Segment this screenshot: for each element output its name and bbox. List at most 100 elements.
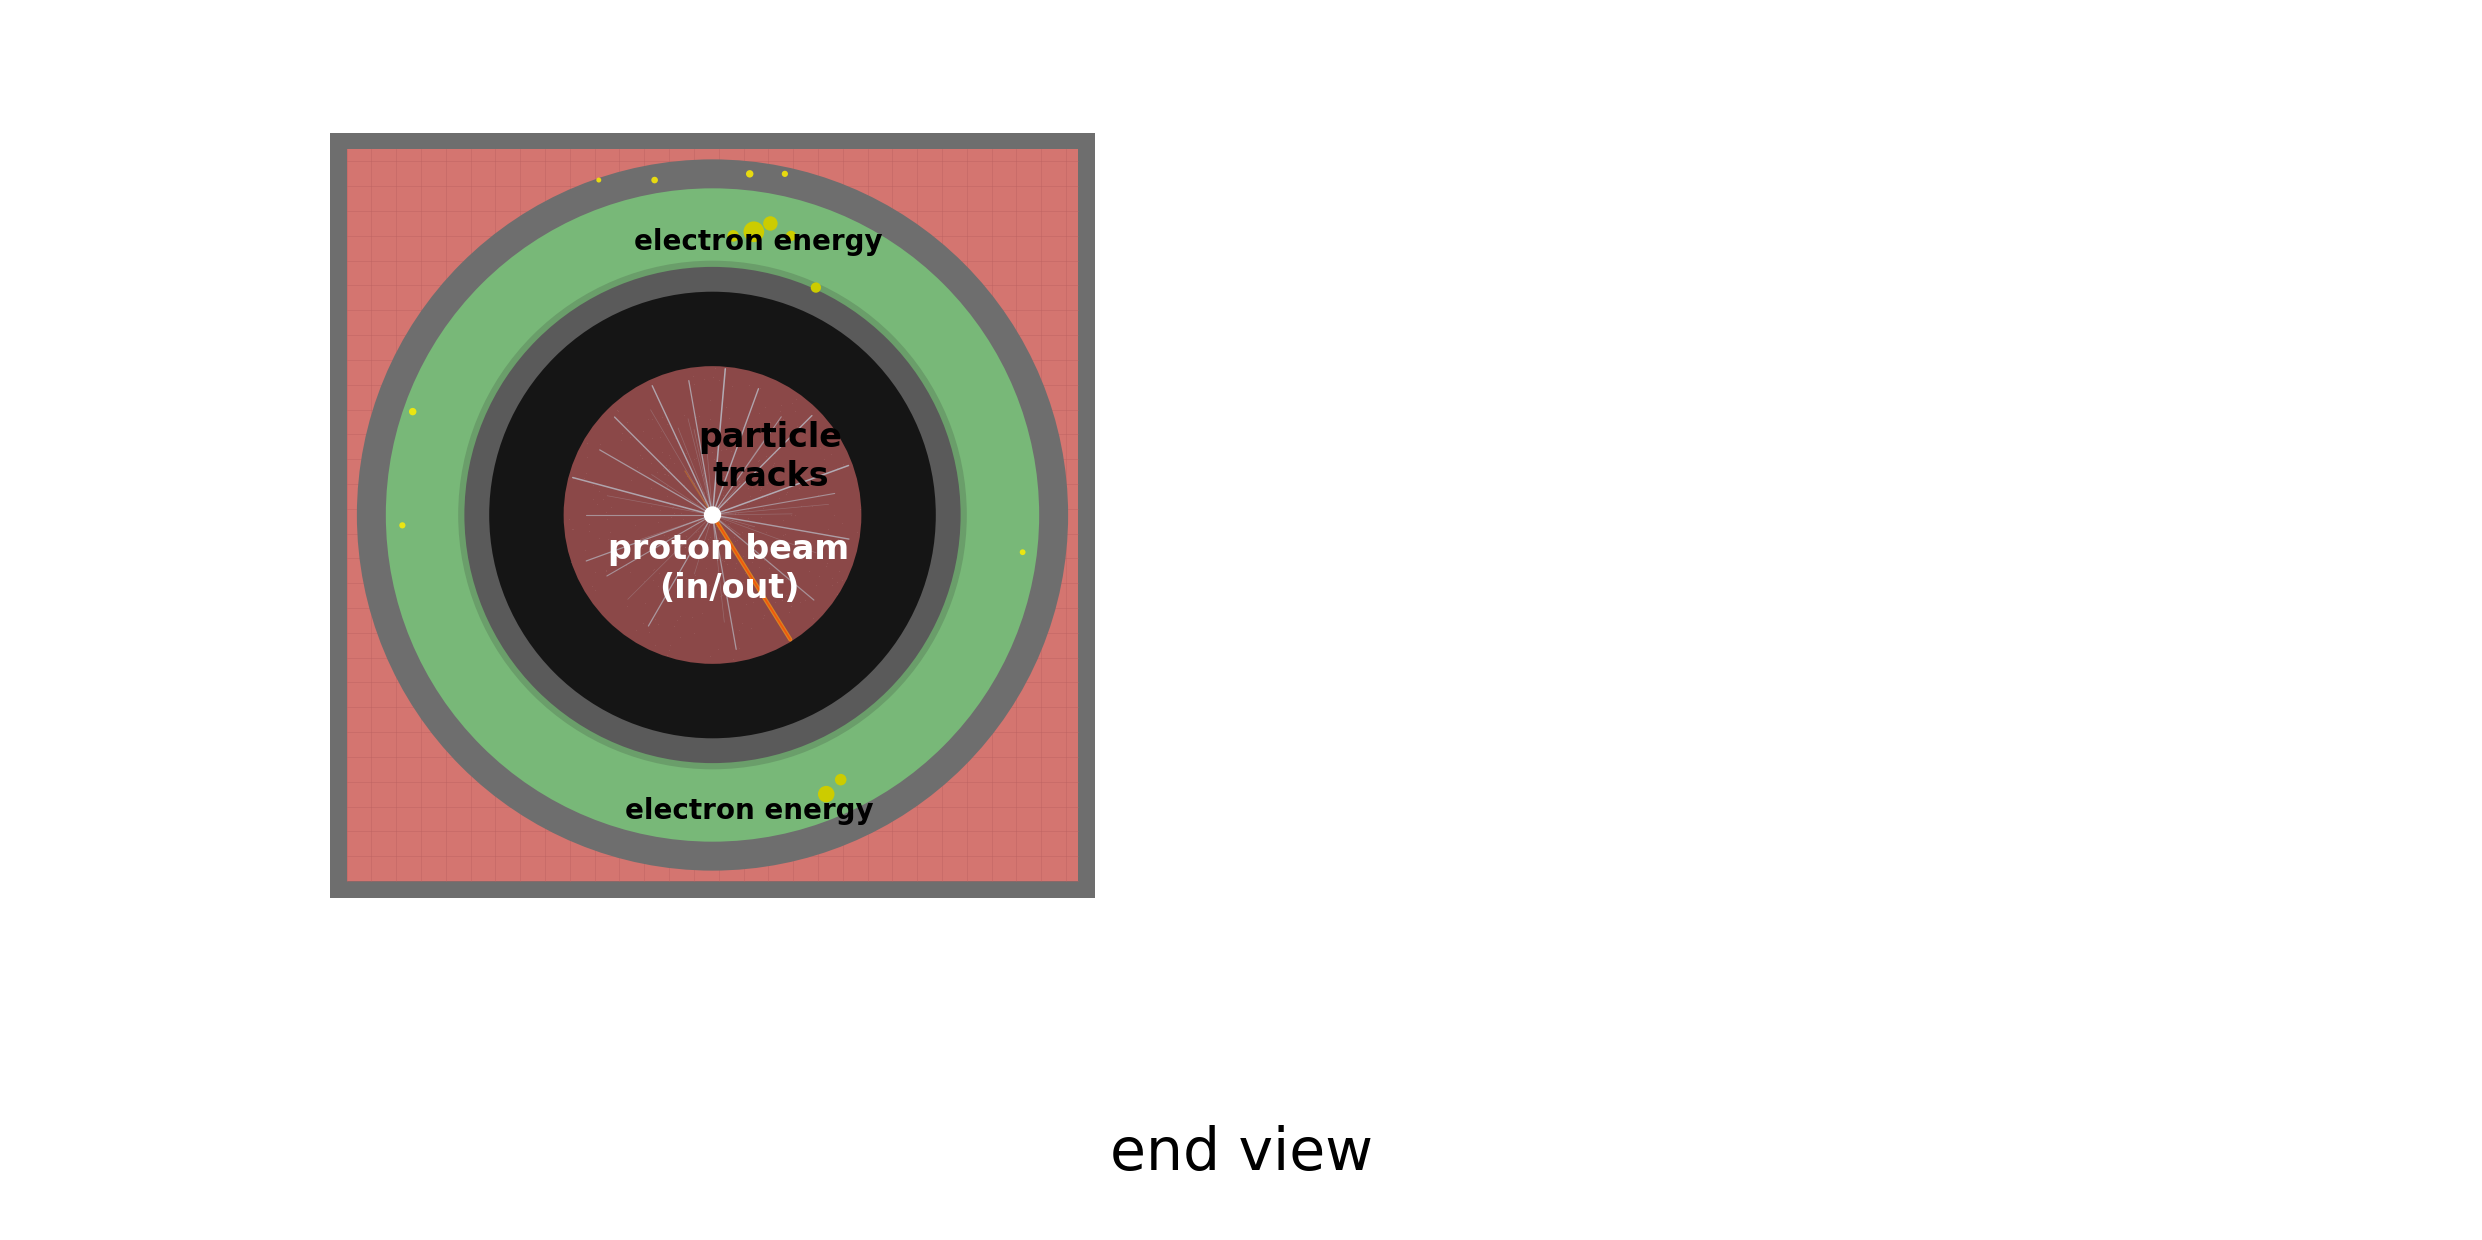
Point	[692, 505, 732, 525]
Point	[705, 472, 745, 492]
Point	[814, 460, 854, 480]
Point	[814, 505, 854, 525]
Point	[697, 639, 737, 658]
Point	[668, 466, 707, 486]
Point	[643, 529, 683, 549]
Point	[717, 511, 757, 531]
Point	[764, 525, 804, 544]
Point	[680, 497, 720, 517]
Circle shape	[1020, 549, 1025, 556]
Point	[702, 507, 742, 527]
Point	[685, 482, 725, 502]
Point	[759, 489, 799, 508]
Point	[675, 374, 715, 394]
Point	[665, 569, 705, 589]
Point	[715, 553, 755, 573]
Point	[712, 441, 752, 461]
Point	[645, 526, 685, 546]
Point	[715, 558, 755, 578]
Circle shape	[812, 283, 822, 293]
Point	[792, 496, 831, 516]
Point	[653, 507, 692, 527]
Point	[695, 512, 735, 532]
Point	[747, 446, 787, 466]
Point	[668, 583, 707, 603]
Point	[745, 551, 784, 570]
Point	[740, 403, 779, 423]
Point	[633, 409, 673, 429]
Point	[692, 506, 732, 526]
Point	[695, 515, 735, 534]
Point	[688, 507, 727, 527]
Point	[601, 430, 640, 450]
Circle shape	[459, 260, 968, 769]
Point	[782, 496, 822, 516]
Point	[678, 521, 717, 541]
Point	[688, 506, 727, 526]
Point	[608, 413, 648, 433]
Point	[745, 605, 784, 625]
Point	[730, 486, 769, 506]
Point	[752, 531, 792, 551]
Point	[695, 358, 735, 378]
Point	[720, 471, 759, 491]
Point	[722, 522, 762, 542]
Point	[717, 573, 757, 593]
Point	[623, 614, 663, 634]
Point	[688, 491, 727, 511]
Point	[692, 506, 732, 526]
Point	[697, 508, 737, 528]
Point	[648, 476, 688, 496]
Point	[774, 402, 814, 422]
Point	[702, 551, 742, 570]
Point	[700, 506, 740, 526]
Point	[630, 496, 670, 516]
Point	[779, 529, 819, 549]
Point	[645, 464, 685, 484]
Point	[628, 622, 668, 642]
Point	[553, 518, 593, 538]
Point	[675, 565, 715, 585]
Point	[697, 512, 737, 532]
Point	[747, 522, 787, 542]
Point	[710, 516, 750, 536]
Point	[720, 466, 759, 486]
Point	[807, 553, 846, 573]
Point	[623, 538, 663, 558]
Circle shape	[834, 774, 846, 785]
Point	[695, 496, 735, 516]
Point	[581, 434, 620, 454]
Point	[717, 503, 757, 523]
Point	[762, 409, 802, 429]
Point	[695, 486, 735, 506]
Point	[618, 460, 658, 480]
Point	[576, 579, 616, 599]
Text: particle
tracks: particle tracks	[697, 420, 841, 494]
Point	[727, 594, 767, 614]
Point	[690, 532, 730, 552]
Point	[690, 497, 730, 517]
Point	[668, 526, 707, 546]
Point	[685, 500, 725, 520]
Point	[663, 510, 702, 529]
Point	[762, 526, 802, 546]
Point	[638, 563, 678, 583]
Point	[620, 445, 660, 465]
Point	[678, 511, 717, 531]
Point	[670, 533, 710, 553]
Point	[797, 485, 836, 505]
Point	[650, 494, 690, 513]
Point	[740, 582, 779, 601]
Point	[586, 560, 625, 580]
Point	[819, 529, 859, 549]
Point	[690, 389, 730, 409]
Point	[633, 570, 673, 590]
Point	[692, 501, 732, 521]
Point	[725, 460, 764, 480]
Point	[710, 436, 750, 456]
Point	[695, 502, 735, 522]
Point	[608, 595, 648, 615]
Point	[700, 513, 740, 533]
Point	[660, 605, 700, 625]
Text: electron energy: electron energy	[633, 228, 881, 257]
